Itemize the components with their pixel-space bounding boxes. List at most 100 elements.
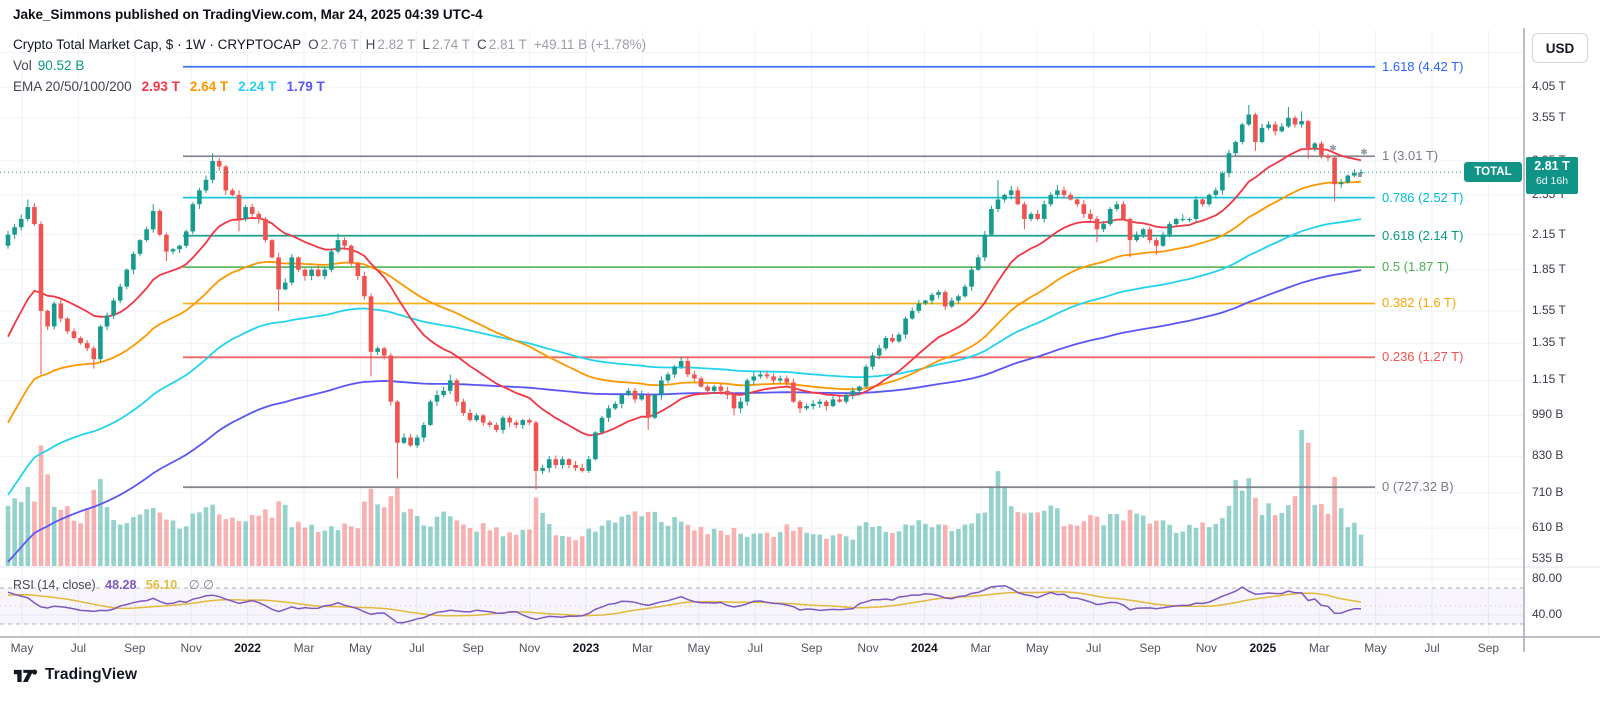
volume-bars bbox=[5, 429, 1364, 566]
time-axis-label[interactable]: Mar bbox=[293, 641, 315, 655]
rsi-ma-line bbox=[7, 591, 1362, 617]
tradingview-logo-text: TradingView bbox=[45, 666, 138, 683]
price-axis-label[interactable]: 2.15 T bbox=[1532, 226, 1566, 241]
time-axis-label[interactable]: Jul bbox=[409, 641, 425, 655]
tradingview-logo-icon bbox=[13, 668, 38, 682]
fib-level-label: 0.236 (1.27 T) bbox=[1382, 349, 1464, 365]
price-axis-label[interactable]: 1.55 T bbox=[1532, 302, 1566, 317]
time-axis-label[interactable]: Mar bbox=[970, 641, 992, 655]
time-axis-label[interactable]: 2025 bbox=[1249, 641, 1277, 655]
price-axis-label[interactable]: 1.15 T bbox=[1532, 372, 1566, 387]
published-byline: Jake_Simmons published on TradingView.co… bbox=[13, 7, 483, 22]
fib-level-label: 1.618 (4.42 T) bbox=[1382, 58, 1464, 74]
time-axis-label[interactable]: Nov bbox=[180, 641, 202, 655]
total-symbol-badge: TOTAL bbox=[1464, 162, 1522, 183]
rsi-axis-label[interactable]: 40.00 bbox=[1532, 607, 1563, 621]
rsi-ma-value: 56.10 bbox=[145, 578, 178, 592]
volume-value: 90.52 B bbox=[37, 58, 85, 73]
price-axis-label[interactable]: 830 B bbox=[1532, 448, 1564, 463]
time-axis-label[interactable]: Nov bbox=[518, 641, 541, 655]
svg-text:✱: ✱ bbox=[1329, 144, 1337, 154]
currency-toggle-button[interactable]: USD bbox=[1532, 33, 1588, 63]
volume-legend-row[interactable]: Vol 90.52 B bbox=[13, 58, 84, 73]
time-axis-label[interactable]: 2023 bbox=[572, 641, 600, 655]
fib-level-label: 0.5 (1.87 T) bbox=[1382, 259, 1449, 275]
price-axis-label[interactable]: 535 B bbox=[1532, 550, 1564, 565]
fib-retracement-lines bbox=[183, 65, 1375, 489]
ema200-value: 1.79 T bbox=[286, 79, 325, 94]
rsi-empty-icons: ∅ ∅ bbox=[188, 578, 214, 592]
time-axis-label[interactable]: Jul bbox=[747, 641, 763, 655]
change-value: +49.11 B (+1.78%) bbox=[533, 37, 647, 52]
time-axis-label[interactable]: Mar bbox=[1308, 641, 1330, 655]
open-value: 2.76 T bbox=[320, 37, 359, 52]
time-axis-label[interactable]: Mar bbox=[632, 641, 653, 655]
time-axis-label[interactable]: 2022 bbox=[234, 641, 261, 655]
time-axis-label[interactable]: May bbox=[1364, 641, 1387, 655]
grid bbox=[0, 30, 1524, 637]
time-axis-label[interactable]: Jul bbox=[1085, 641, 1102, 655]
high-value: 2.82 T bbox=[377, 37, 416, 52]
current-price-badge: 2.81 T 6d 16h bbox=[1526, 157, 1578, 195]
time-axis-label[interactable]: Nov bbox=[857, 641, 879, 655]
price-axis-label[interactable]: 610 B bbox=[1532, 520, 1564, 535]
rsi-lines bbox=[7, 584, 1362, 624]
low-label: L bbox=[422, 37, 430, 52]
fib-level-label: 0.786 (2.52 T) bbox=[1382, 189, 1464, 205]
close-label: C bbox=[476, 37, 487, 52]
price-axis-label[interactable]: 1.85 T bbox=[1532, 261, 1566, 276]
price-axis-label[interactable]: 4.05 T bbox=[1532, 79, 1566, 94]
fib-level-label: 1 (3.01 T) bbox=[1382, 148, 1439, 164]
rsi-axis-label[interactable]: 80.00 bbox=[1532, 571, 1563, 585]
current-price-value: 2.81 T bbox=[1534, 159, 1570, 174]
fib-anchor-markers: ✱ ✱ bbox=[1329, 144, 1368, 177]
bar-countdown: 6d 16h bbox=[1535, 174, 1569, 187]
price-axis-label[interactable]: 3.55 T bbox=[1532, 109, 1566, 124]
time-axis-label[interactable]: Sep bbox=[124, 641, 146, 655]
time-axis-label[interactable]: Sep bbox=[800, 641, 823, 655]
svg-text:✱: ✱ bbox=[1360, 148, 1368, 158]
time-axis-label[interactable]: May bbox=[349, 641, 372, 655]
close-value: 2.81 T bbox=[488, 37, 527, 52]
time-axis-label[interactable]: May bbox=[10, 641, 34, 655]
time-axis-label[interactable]: May bbox=[1025, 641, 1049, 655]
open-label: O bbox=[308, 37, 319, 52]
symbol-legend-row[interactable]: Crypto Total Market Cap, $ · 1W · CRYPTO… bbox=[13, 37, 646, 52]
price-axis-label[interactable]: 710 B bbox=[1532, 484, 1564, 499]
ema-100-line bbox=[7, 218, 1362, 496]
time-axis-label[interactable]: May bbox=[687, 641, 711, 655]
rsi-value: 48.28 bbox=[105, 578, 137, 592]
time-axis-label[interactable]: Sep bbox=[1139, 641, 1161, 655]
price-axis-label[interactable]: 1.35 T bbox=[1532, 335, 1566, 350]
ema-label: EMA 20/50/100/200 bbox=[13, 79, 132, 94]
price-axis-label[interactable]: 990 B bbox=[1532, 407, 1564, 422]
ema100-value: 2.24 T bbox=[238, 79, 277, 94]
fib-level-label: 0 (727.32 B) bbox=[1382, 479, 1454, 495]
ema-200-line bbox=[7, 269, 1362, 563]
time-axis-label[interactable]: Jul bbox=[1424, 641, 1440, 655]
ema50-value: 2.64 T bbox=[189, 79, 229, 94]
ema-lines bbox=[7, 147, 1362, 563]
candles bbox=[5, 105, 1364, 490]
fib-level-label: 0.382 (1.6 T) bbox=[1382, 295, 1457, 311]
volume-label: Vol bbox=[13, 58, 32, 73]
time-axis-label[interactable]: Jul bbox=[70, 641, 87, 655]
rsi-label: RSI (14, close) bbox=[13, 578, 96, 592]
high-label: H bbox=[365, 37, 376, 52]
time-axis-label[interactable]: Sep bbox=[462, 641, 484, 655]
ema-legend-row[interactable]: EMA 20/50/100/200 2.93 T 2.64 T 2.24 T 1.79 … bbox=[13, 79, 325, 94]
rsi-legend-row[interactable]: RSI (14, close) 48.28 56.10 ∅ ∅ bbox=[13, 577, 214, 592]
ema-20-line bbox=[7, 147, 1362, 437]
fib-level-label: 0.618 (2.14 T) bbox=[1382, 227, 1464, 243]
tradingview-logo[interactable]: TradingView bbox=[13, 666, 137, 684]
time-axis-label[interactable]: Nov bbox=[1195, 641, 1218, 655]
symbol-title: Crypto Total Market Cap, $ · 1W · CRYPTO… bbox=[13, 37, 302, 52]
time-axis-label[interactable]: Sep bbox=[1477, 641, 1500, 655]
ema20-value: 2.93 T bbox=[141, 79, 180, 94]
low-value: 2.74 T bbox=[431, 37, 470, 52]
rsi-main-line bbox=[7, 584, 1361, 624]
ema-50-line bbox=[7, 180, 1362, 424]
time-axis-label[interactable]: 2024 bbox=[911, 641, 938, 655]
